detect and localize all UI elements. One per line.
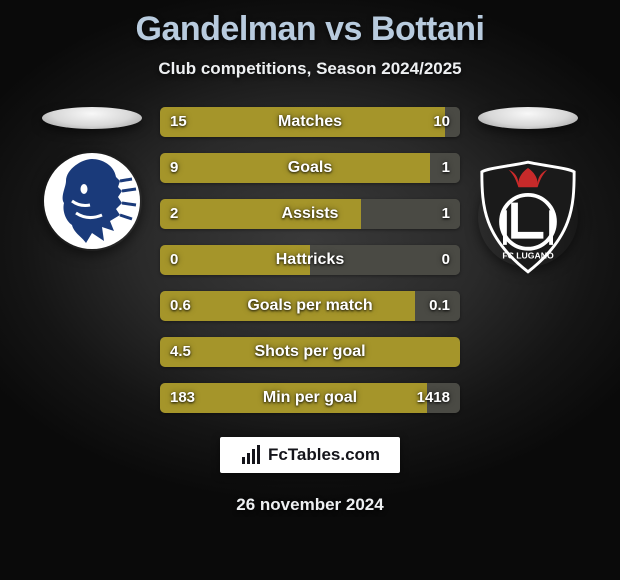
stat-row: 1510Matches bbox=[160, 107, 460, 137]
stats-rows: 1510Matches 91Goals 21Assists 00Hattricks 0.… bbox=[160, 107, 460, 413]
stat-label: Shots per goal bbox=[160, 337, 460, 367]
stat-row: 1831418Min per goal bbox=[160, 383, 460, 413]
stat-row: 0.60.1Goals per match bbox=[160, 291, 460, 321]
stat-row: 4.5Shots per goal bbox=[160, 337, 460, 367]
stat-label: Matches bbox=[160, 107, 460, 137]
stat-label: Hattricks bbox=[160, 245, 460, 275]
stat-row: 00Hattricks bbox=[160, 245, 460, 275]
club-badge-right: FC LUGANO bbox=[478, 167, 578, 267]
page-title: Gandelman vs Bottani bbox=[136, 10, 485, 49]
page-subtitle: Club competitions, Season 2024/2025 bbox=[158, 59, 461, 79]
brand-text: FcTables.com bbox=[268, 445, 380, 465]
stat-row: 91Goals bbox=[160, 153, 460, 183]
player-avatar-left bbox=[42, 107, 142, 129]
stat-label: Goals bbox=[160, 153, 460, 183]
right-player-column: FC LUGANO bbox=[478, 107, 578, 267]
comparison-panel: 1510Matches 91Goals 21Assists 00Hattricks 0.… bbox=[0, 107, 620, 413]
stat-label: Min per goal bbox=[160, 383, 460, 413]
left-player-column bbox=[42, 107, 142, 251]
date-text: 26 november 2024 bbox=[236, 495, 383, 515]
club-badge-left bbox=[42, 151, 142, 251]
brand-logo[interactable]: FcTables.com bbox=[220, 437, 400, 473]
lugano-icon: FC LUGANO bbox=[478, 158, 578, 276]
gent-icon bbox=[42, 151, 142, 251]
stat-label: Goals per match bbox=[160, 291, 460, 321]
stat-label: Assists bbox=[160, 199, 460, 229]
svg-text:FC LUGANO: FC LUGANO bbox=[502, 250, 554, 260]
stat-row: 21Assists bbox=[160, 199, 460, 229]
chart-icon bbox=[240, 444, 262, 466]
player-avatar-right bbox=[478, 107, 578, 129]
